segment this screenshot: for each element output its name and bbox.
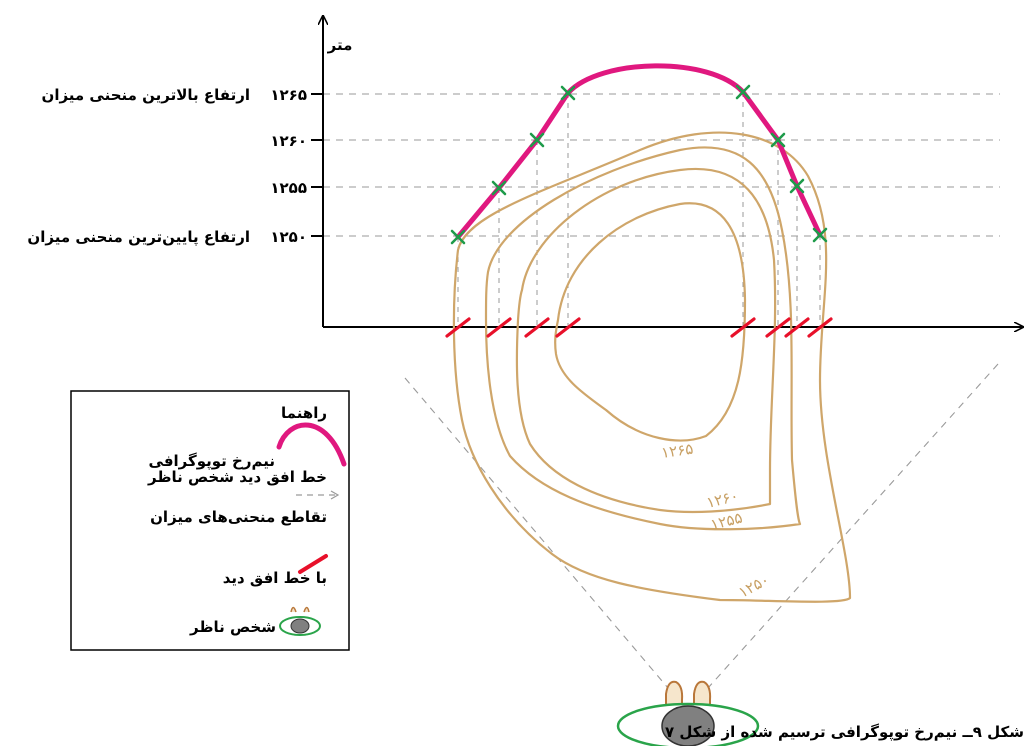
profile-point xyxy=(735,84,751,100)
elevation-value-1255: ۱۲۵۵ xyxy=(270,179,307,197)
observer-right-foot xyxy=(693,680,712,710)
legend: راهنما نیم‌رخ توپوگرافی خط افق دید شخص ن… xyxy=(70,390,350,651)
contour-1255 xyxy=(484,146,802,531)
contour-label-1265: ۱۲۶۵ xyxy=(660,440,694,462)
observer-figure xyxy=(616,680,760,746)
elevation-note-highest: ارتفاع بالاترین منحنی میزان xyxy=(42,86,250,104)
elevation-value-1260: ۱۲۶۰ xyxy=(270,132,307,150)
legend-sight-line-icon xyxy=(296,490,340,500)
y-axis-ticks xyxy=(311,93,323,237)
figure-caption: شکل ۹ــ نیم‌رخ توپوگرافی ترسیم شده از شک… xyxy=(665,723,1024,742)
legend-item-observer: شخص ناظر xyxy=(189,618,276,636)
observer-left-foot xyxy=(665,680,684,710)
contour-lines xyxy=(452,131,852,603)
profile-point xyxy=(491,180,507,196)
y-axis-unit-label: متر xyxy=(327,36,353,54)
legend-box xyxy=(70,390,350,651)
legend-observer-icon xyxy=(279,606,321,636)
elevation-guide-lines xyxy=(323,93,1000,237)
contour-1265 xyxy=(554,202,747,442)
view-line-left xyxy=(404,377,669,689)
intersection-marks xyxy=(445,317,833,338)
legend-profile-icon xyxy=(276,422,347,467)
profile-point xyxy=(560,85,576,101)
profile-point-markers xyxy=(450,84,828,245)
profile-point xyxy=(770,132,786,148)
legend-item-with-sight-line: با خط افق دید xyxy=(223,569,327,587)
contour-label-1260: ۱۲۶۰ xyxy=(705,487,741,512)
elevation-note-lowest: ارتفاع پایین‌ترین منحنی میزان xyxy=(27,228,250,247)
observer-head xyxy=(661,705,715,746)
profile-point xyxy=(789,178,805,194)
view-line-right xyxy=(707,363,999,689)
axes xyxy=(323,16,1023,327)
legend-title: راهنما xyxy=(281,404,327,422)
elevation-value-1265: ۱۲۶۵ xyxy=(270,86,307,104)
elevation-value-1250: ۱۲۵۰ xyxy=(270,228,307,246)
legend-item-intersection: تقاطع منحنی‌های میزان xyxy=(150,508,327,526)
legend-item-profile: نیم‌رخ توپوگرافی xyxy=(149,452,275,471)
profile-point xyxy=(812,227,828,243)
legend-item-sight-line: خط افق دید شخص ناظر xyxy=(147,468,327,486)
contour-1260 xyxy=(515,167,777,514)
contour-label-1250: ۱۲۵۰ xyxy=(735,571,772,602)
profile-point xyxy=(529,132,545,148)
legend-intersection-icon xyxy=(298,554,328,574)
contour-1250 xyxy=(452,131,852,603)
field-of-view-lines xyxy=(404,363,999,689)
profile-point xyxy=(450,229,466,245)
elevation-labels: ۱۲۶۵ ارتفاع بالاترین منحنی میزان ۱۲۶۰ ۱۲… xyxy=(27,86,307,247)
